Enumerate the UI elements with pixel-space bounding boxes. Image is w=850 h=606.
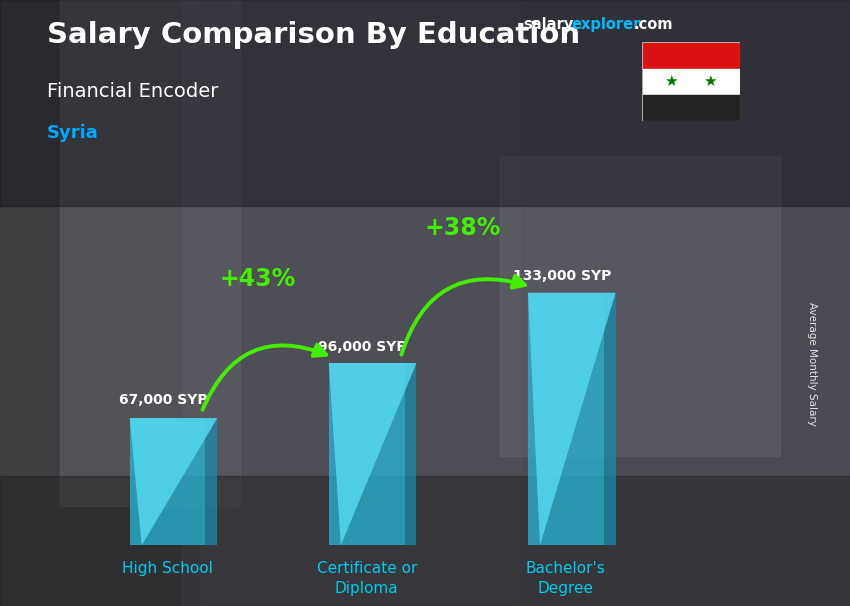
Text: Syria: Syria: [47, 124, 99, 142]
Bar: [200, 0, 520, 606]
Text: Salary Comparison By Education: Salary Comparison By Education: [47, 21, 580, 49]
Text: Financial Encoder: Financial Encoder: [47, 82, 218, 101]
Text: +38%: +38%: [424, 216, 501, 239]
Text: Average Monthly Salary: Average Monthly Salary: [807, 302, 817, 425]
Bar: [60, 0, 240, 506]
Bar: [0, 0, 850, 206]
Text: explorer: explorer: [571, 17, 641, 32]
Text: ★: ★: [703, 75, 717, 89]
Bar: [0, 476, 850, 606]
Text: +43%: +43%: [219, 267, 295, 291]
Bar: [520, 0, 850, 606]
Bar: [0, 0, 180, 606]
Text: salary: salary: [523, 17, 573, 32]
Bar: [329, 363, 405, 545]
Bar: [642, 68, 740, 95]
Polygon shape: [206, 418, 218, 545]
Polygon shape: [329, 363, 416, 545]
Bar: [642, 42, 740, 68]
Bar: [642, 95, 740, 121]
Polygon shape: [528, 293, 615, 545]
Bar: [130, 418, 206, 545]
Text: 133,000 SYP: 133,000 SYP: [513, 269, 611, 283]
Polygon shape: [604, 293, 615, 545]
Polygon shape: [130, 418, 218, 545]
Bar: [500, 156, 780, 456]
Text: .com: .com: [633, 17, 672, 32]
Text: 96,000 SYP: 96,000 SYP: [319, 339, 407, 353]
Text: 67,000 SYP: 67,000 SYP: [119, 393, 208, 407]
Bar: [528, 293, 604, 545]
Text: ★: ★: [664, 75, 678, 89]
Polygon shape: [405, 363, 416, 545]
